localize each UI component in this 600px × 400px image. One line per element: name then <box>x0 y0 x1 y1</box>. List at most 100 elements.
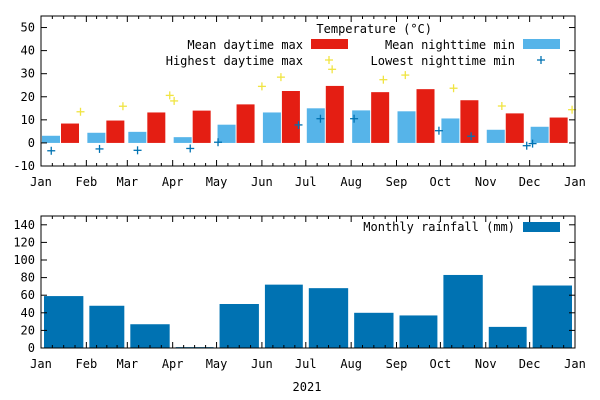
rainfall-bar <box>89 305 125 348</box>
y-tick-label: 0 <box>28 136 35 150</box>
mean-daytime-max-bar <box>106 120 125 143</box>
x-tick-label: Apr <box>162 175 184 189</box>
highest-daytime-max-marker <box>379 75 388 84</box>
x-tick-label: Feb <box>76 175 98 189</box>
mean-nighttime-min-bar <box>87 132 106 143</box>
x-tick-label: Aug <box>340 357 362 371</box>
y-tick-label: -10 <box>13 159 35 173</box>
y-tick-label: 40 <box>21 306 35 320</box>
legend-swatch-mean-nighttime-min <box>523 39 560 49</box>
lowest-nighttime-min-marker <box>95 144 104 153</box>
legend-plus-blue <box>537 56 545 64</box>
y-tick-label: 140 <box>13 218 35 232</box>
legend-swatch-monthly-rainfall <box>523 222 560 232</box>
x-tick-label: Mar <box>116 357 138 371</box>
highest-daytime-max-marker <box>276 73 285 82</box>
mean-nighttime-min-bar <box>397 111 416 143</box>
rainfall-bar <box>399 315 438 348</box>
legend-entry-lowest-nighttime-min: Lowest nighttime min <box>371 54 545 68</box>
highest-daytime-max-marker <box>401 71 410 80</box>
lowest-nighttime-min-marker <box>522 141 531 150</box>
x-tick-label: Oct <box>430 357 452 371</box>
x-tick-label: Apr <box>162 357 184 371</box>
lowest-nighttime-min-marker <box>434 126 443 135</box>
rainfall-plot: Monthly rainfall (mm) 0 20 40 60 80 100 120 140… <box>13 215 586 394</box>
temperature-legend-title: Temperature (°C) <box>316 22 432 36</box>
rainfall-y-tick-labels: 0 20 40 60 80 100 120 140 <box>13 218 35 355</box>
lowest-nighttime-min-marker <box>350 114 359 123</box>
mean-daytime-max-bar <box>460 100 479 143</box>
x-tick-label: Jan <box>564 175 586 189</box>
mean-daytime-max-bar <box>549 117 568 143</box>
lowest-nighttime-min-marker <box>47 146 56 155</box>
x-tick-label: Sep <box>386 357 408 371</box>
x-tick-label: Aug <box>340 175 362 189</box>
x-tick-label: Mar <box>116 175 138 189</box>
rainfall-bar <box>219 304 259 348</box>
x-tick-label: Jun <box>251 357 273 371</box>
legend-swatch-mean-daytime-max <box>311 39 348 49</box>
rainfall-x-tick-labels: Jan Feb Mar Apr May Jun Jul Aug Sep Oct Nov Dec Jan <box>30 357 586 371</box>
mean-nighttime-min-bar <box>352 110 371 143</box>
rainfall-bar <box>264 284 303 348</box>
y-tick-label: 30 <box>21 67 35 81</box>
mean-nighttime-min-bar <box>441 118 460 143</box>
highest-daytime-max-marker <box>76 107 85 116</box>
temperature-ticks <box>40 16 576 167</box>
x-axis-title: 2021 <box>293 380 322 394</box>
x-tick-label: Oct <box>430 175 452 189</box>
temperature-y-tick-labels: -10 0 10 20 30 40 50 <box>13 21 35 173</box>
mean-nighttime-min-bar <box>42 135 60 143</box>
y-tick-label: 40 <box>21 44 35 58</box>
rainfall-ticks <box>40 216 576 349</box>
mean-daytime-max-bar <box>147 112 166 143</box>
temperature-markers <box>47 65 577 155</box>
lowest-nighttime-min-marker <box>467 132 476 141</box>
mean-daytime-max-bar <box>192 110 211 143</box>
lowest-nighttime-min-marker <box>294 120 303 129</box>
mean-daytime-max-bar <box>371 92 390 143</box>
mean-nighttime-min-bar <box>486 129 505 143</box>
mean-nighttime-min-bar <box>530 126 549 143</box>
lowest-nighttime-min-marker <box>133 146 142 155</box>
x-tick-label: Jul <box>295 357 317 371</box>
legend-label-monthly-rainfall: Monthly rainfall (mm) <box>363 220 515 234</box>
legend-entry-mean-daytime-max: Mean daytime max <box>187 38 348 52</box>
legend-marker-lowest-nighttime-min <box>537 56 545 64</box>
highest-daytime-max-marker <box>497 102 506 110</box>
x-tick-label: Feb <box>76 357 98 371</box>
x-tick-label: Dec <box>519 357 541 371</box>
y-tick-label: 50 <box>21 21 35 35</box>
temperature-x-tick-labels: Jan Feb Mar Apr May Jun Jul Aug Sep Oct Nov Dec Jan <box>30 175 586 189</box>
rainfall-bar <box>354 312 394 348</box>
y-tick-label: 0 <box>28 341 35 355</box>
mean-daytime-max-bar <box>505 113 524 143</box>
y-tick-label: 120 <box>13 235 35 249</box>
rainfall-bar <box>44 296 84 348</box>
legend-marker-highest-daytime-max <box>325 56 333 64</box>
legend-entry-highest-daytime-max: Highest daytime max <box>166 54 333 68</box>
legend-entry-monthly-rainfall: Monthly rainfall (mm) <box>363 220 560 234</box>
temperature-plot-frame <box>40 15 576 167</box>
legend-label-lowest-nighttime-min: Lowest nighttime min <box>371 54 516 68</box>
legend-plus-yellow <box>325 56 333 64</box>
lowest-nighttime-min-marker <box>316 114 325 123</box>
rainfall-bar <box>308 288 349 348</box>
x-tick-label: Jan <box>564 357 586 371</box>
y-tick-label: 20 <box>21 323 35 337</box>
rainfall-bar <box>488 326 527 348</box>
highest-daytime-max-marker <box>449 84 458 93</box>
mean-daytime-max-bar <box>325 85 344 143</box>
highest-daytime-max-marker <box>257 82 266 91</box>
y-tick-label: 100 <box>13 253 35 267</box>
lowest-nighttime-min-marker <box>528 139 537 148</box>
mean-daytime-max-bar <box>61 123 79 143</box>
mean-nighttime-min-bar <box>128 131 147 143</box>
legend-label-mean-nighttime-min: Mean nighttime min <box>385 38 515 52</box>
x-tick-label: Jan <box>30 357 52 371</box>
x-tick-label: Jan <box>30 175 52 189</box>
y-tick-label: 20 <box>21 90 35 104</box>
lowest-nighttime-min-marker <box>214 138 223 147</box>
